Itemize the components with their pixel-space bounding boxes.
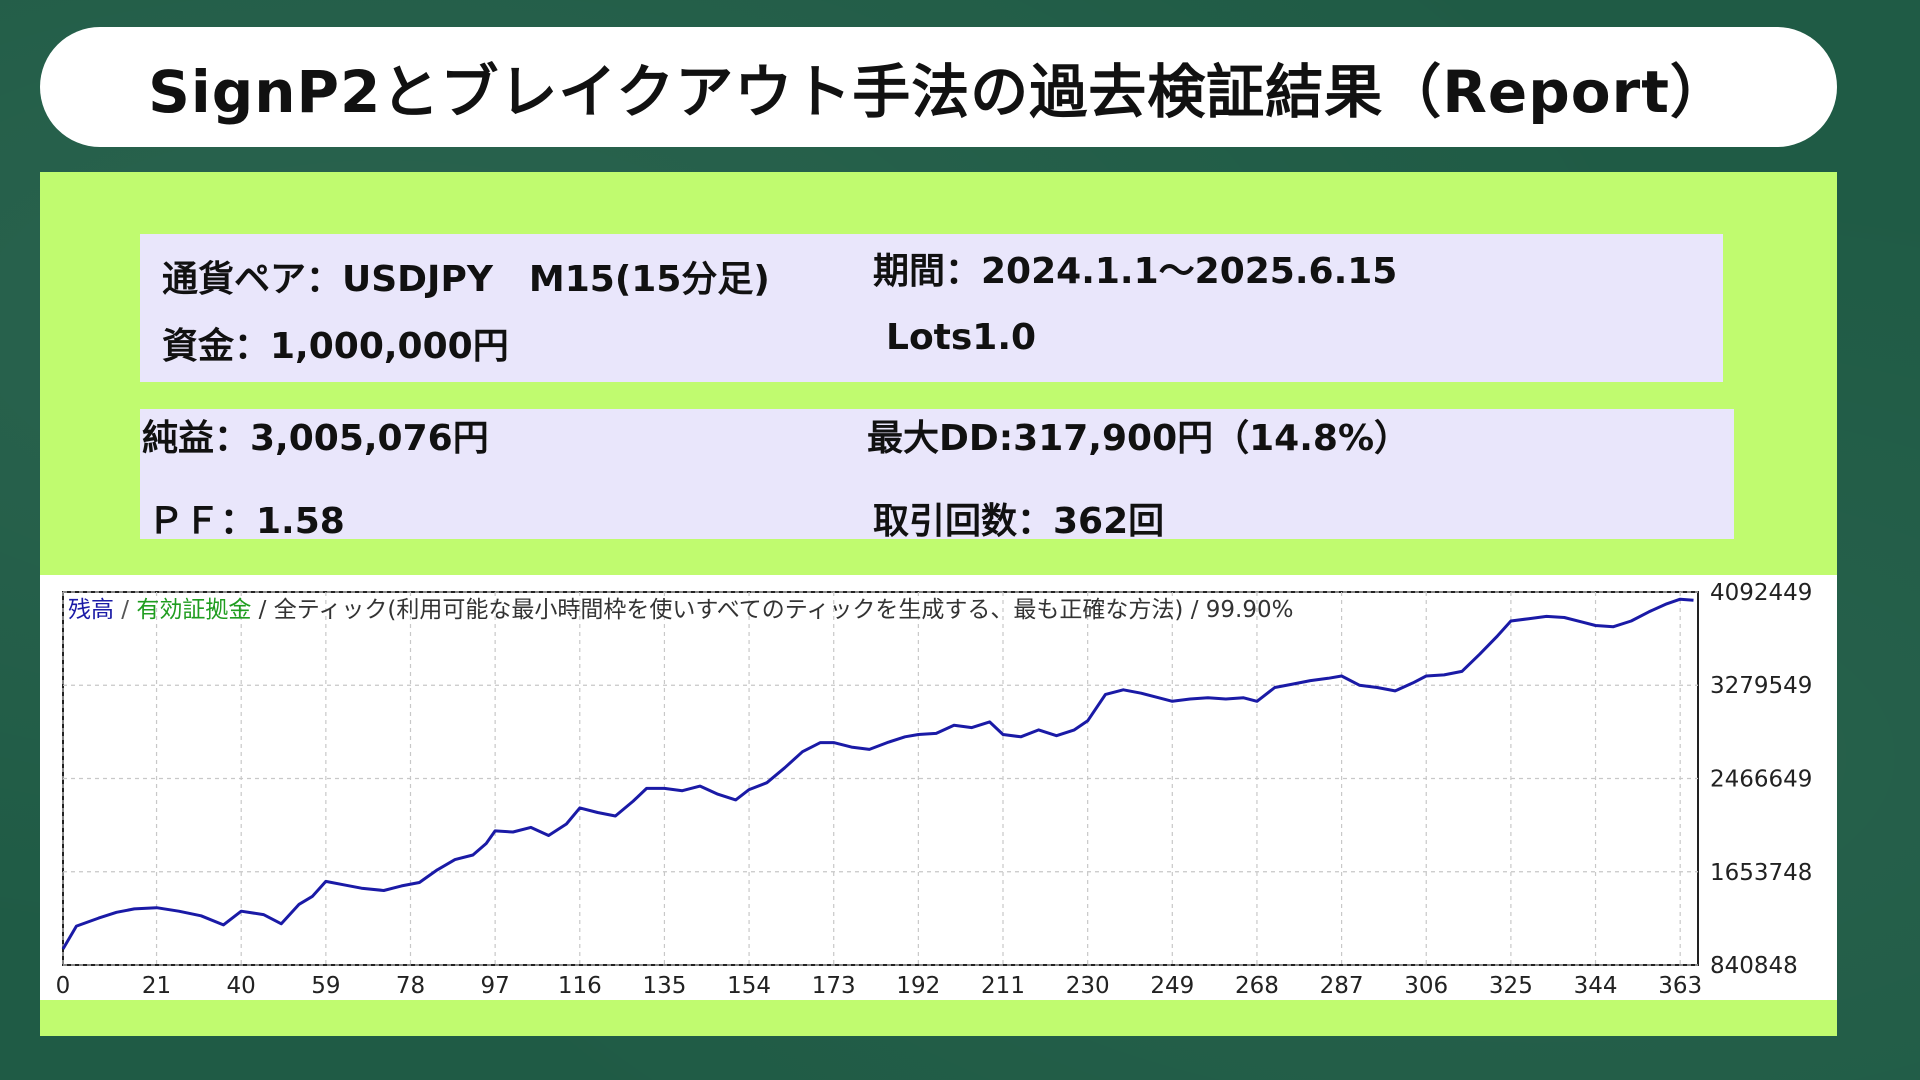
x-tick-label: 40 (227, 973, 256, 999)
capital-text: 資金：1,000,000円 (162, 326, 509, 367)
title-banner: SignP2とブレイクアウト手法の過去検証結果（Report） (40, 27, 1837, 147)
x-tick-label: 78 (396, 973, 425, 999)
x-tick-label: 21 (142, 973, 171, 999)
y-tick-label: 1653748 (1710, 860, 1812, 886)
y-tick-label: 2466649 (1710, 766, 1812, 792)
x-tick-label: 192 (896, 973, 940, 999)
x-tick-label: 230 (1066, 973, 1110, 999)
balance-chart-svg: 残高 / 有効証拠金 / 全ティック(利用可能な最小時間枠を使いすべてのティック… (56, 580, 1813, 999)
net-profit-text: 純益：3,005,076円 (142, 418, 489, 459)
legend-description: / 全ティック(利用可能な最小時間枠を使いすべてのティックを生成する、最も正確な… (251, 597, 1293, 623)
pf-text: ＰＦ：1.58 (148, 501, 345, 542)
x-tick-label: 325 (1489, 973, 1533, 999)
period-text: 期間：2024.1.1～2025.6.15 (873, 251, 1398, 292)
y-tick-label: 3279549 (1710, 673, 1812, 699)
pair-text: 通貨ペア：USDJPY M15(15分足) (162, 259, 770, 300)
chart-legend: 残高 / 有効証拠金 / 全ティック(利用可能な最小時間枠を使いすべてのティック… (68, 597, 1293, 623)
settings-box: 通貨ペア：USDJPY M15(15分足) 期間：2024.1.1～2025.6… (140, 234, 1723, 382)
x-tick-label: 116 (558, 973, 602, 999)
results-box: 純益：3,005,076円 最大DD:317,900円（14.8%） ＰＦ：1.… (140, 409, 1734, 542)
trades-text: 取引回数：362回 (873, 501, 1165, 542)
x-tick-label: 306 (1404, 973, 1448, 999)
legend-separator: / (114, 597, 136, 623)
x-tick-label: 0 (56, 973, 71, 999)
x-tick-label: 287 (1320, 973, 1364, 999)
balance-chart: 残高 / 有効証拠金 / 全ティック(利用可能な最小時間枠を使いすべてのティック… (40, 575, 1837, 1000)
x-tick-label: 249 (1150, 973, 1194, 999)
balance-series-line (61, 597, 1694, 950)
legend-equity: 有効証拠金 (136, 597, 251, 623)
x-tick-label: 135 (642, 973, 686, 999)
x-tick-label: 173 (812, 973, 856, 999)
y-tick-label: 4092449 (1710, 580, 1812, 606)
page-title: SignP2とブレイクアウト手法の過去検証結果（Report） (148, 58, 1729, 126)
x-tick-label: 154 (727, 973, 771, 999)
lots-text: Lots1.0 (886, 317, 1037, 358)
x-tick-label: 211 (981, 973, 1025, 999)
max-dd-text: 最大DD:317,900円（14.8%） (867, 418, 1411, 459)
x-tick-label: 363 (1658, 973, 1702, 999)
legend-balance: 残高 (68, 597, 114, 623)
x-tick-label: 59 (311, 973, 340, 999)
x-tick-label: 268 (1235, 973, 1279, 999)
x-tick-label: 97 (480, 973, 509, 999)
y-tick-label: 840848 (1710, 953, 1798, 979)
x-tick-label: 344 (1574, 973, 1618, 999)
report-panel: 通貨ペア：USDJPY M15(15分足) 期間：2024.1.1～2025.6… (40, 172, 1837, 1036)
